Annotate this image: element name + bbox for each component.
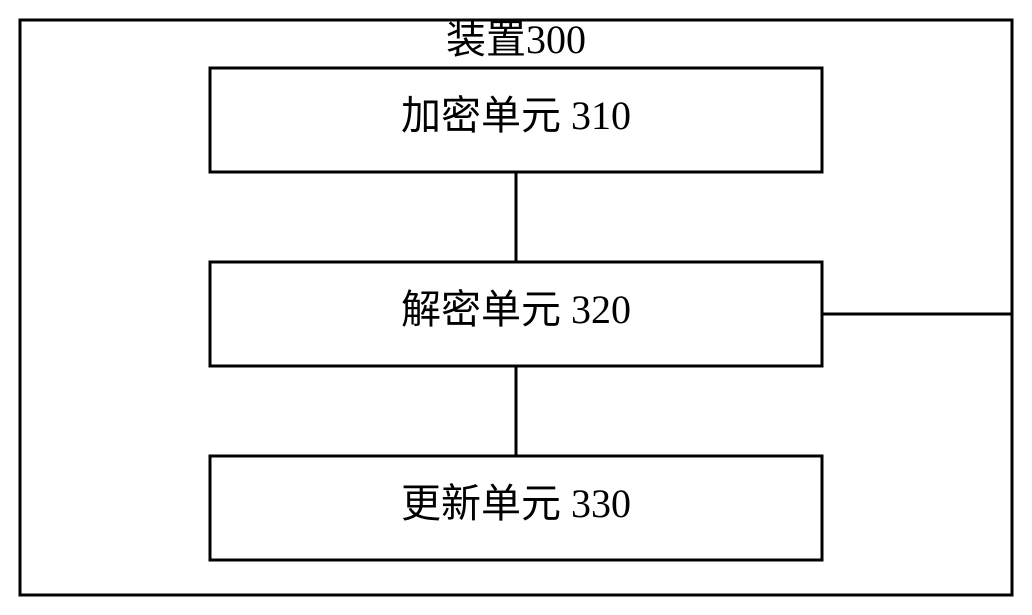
node-label-dec: 解密单元 320 [401, 287, 631, 332]
nodes: 加密单元 310 解密单元 320 更新单元 330 [210, 68, 822, 560]
container-title: 装置300 [446, 17, 586, 62]
diagram-canvas: 装置300 加密单元 310 解密单元 320 更新单元 330 [0, 0, 1032, 615]
node-label-enc: 加密单元 310 [401, 93, 631, 138]
node-label-upd: 更新单元 330 [401, 481, 631, 526]
